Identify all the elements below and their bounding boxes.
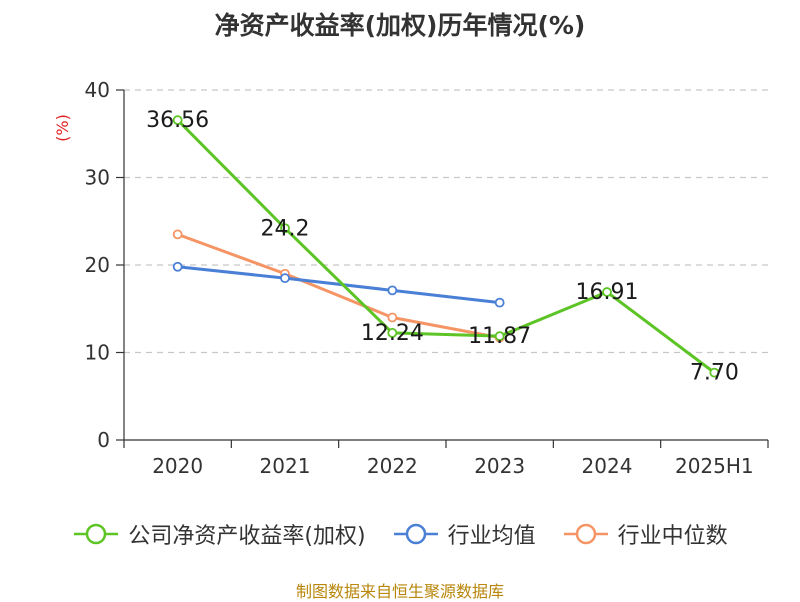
legend-item: 公司净资产收益率(加权) — [72, 518, 366, 550]
data-label: 11.87 — [468, 324, 531, 349]
legend-label: 公司净资产收益率(加权) — [128, 524, 366, 549]
y-tick-label: 20 — [85, 253, 110, 277]
y-tick-label: 40 — [85, 78, 110, 102]
legend-swatch — [393, 523, 438, 545]
chart-title: 净资产收益率(加权)历年情况(%) — [214, 11, 586, 40]
axis-layer: 0 10 20 30 40 (%) 2020 2021 2022 2023 2024 2025H1 — [53, 78, 769, 478]
data-point — [709, 367, 720, 378]
data-point — [280, 223, 290, 234]
y-tick-label: 10 — [85, 341, 110, 365]
data-label-layer: 36.56 24.2 12.24 11.87 16.91 7.70 — [146, 108, 739, 386]
series-layer — [172, 115, 720, 378]
y-tick-label: 30 — [85, 166, 110, 190]
legend-swatch — [563, 523, 608, 545]
data-label: 24.2 — [261, 216, 310, 241]
data-point — [172, 261, 183, 272]
series-line — [176, 119, 716, 374]
data-label: 12.24 — [361, 321, 424, 346]
data-point — [387, 285, 398, 296]
data-point — [172, 229, 183, 240]
data-point — [387, 327, 398, 338]
data-point — [602, 287, 612, 297]
x-tick-label: 2025H1 — [675, 454, 754, 478]
legend-swatch — [74, 523, 119, 545]
source-note: 制图数据来自恒生聚源数据库 — [295, 582, 504, 601]
series-line — [177, 232, 500, 340]
x-tick-label: 2023 — [474, 454, 525, 478]
series-line — [177, 265, 500, 305]
x-tick-label: 2022 — [367, 454, 418, 478]
legend-label: 行业中位数 — [617, 524, 728, 549]
data-label: 7.70 — [690, 361, 739, 386]
y-tick-label: 0 — [97, 428, 110, 452]
legend-item: 行业中位数 — [562, 518, 728, 550]
legend-item: 行业均值 — [392, 518, 536, 550]
legend-label: 行业均值 — [447, 524, 536, 549]
legend: 公司净资产收益率(加权) 行业均值 行业中位数 — [0, 518, 800, 550]
grid-layer — [124, 89, 768, 354]
y-axis-label: (%) — [53, 114, 72, 142]
data-label: 16.91 — [576, 280, 639, 305]
data-point — [172, 115, 183, 125]
data-point — [494, 331, 505, 342]
data-point — [494, 297, 505, 308]
x-tick-label: 2021 — [260, 454, 311, 478]
data-point — [280, 273, 290, 284]
x-tick-label: 2024 — [582, 454, 633, 478]
x-tick-label: 2020 — [152, 454, 203, 478]
data-label: 36.56 — [146, 108, 209, 133]
data-point — [387, 312, 398, 323]
